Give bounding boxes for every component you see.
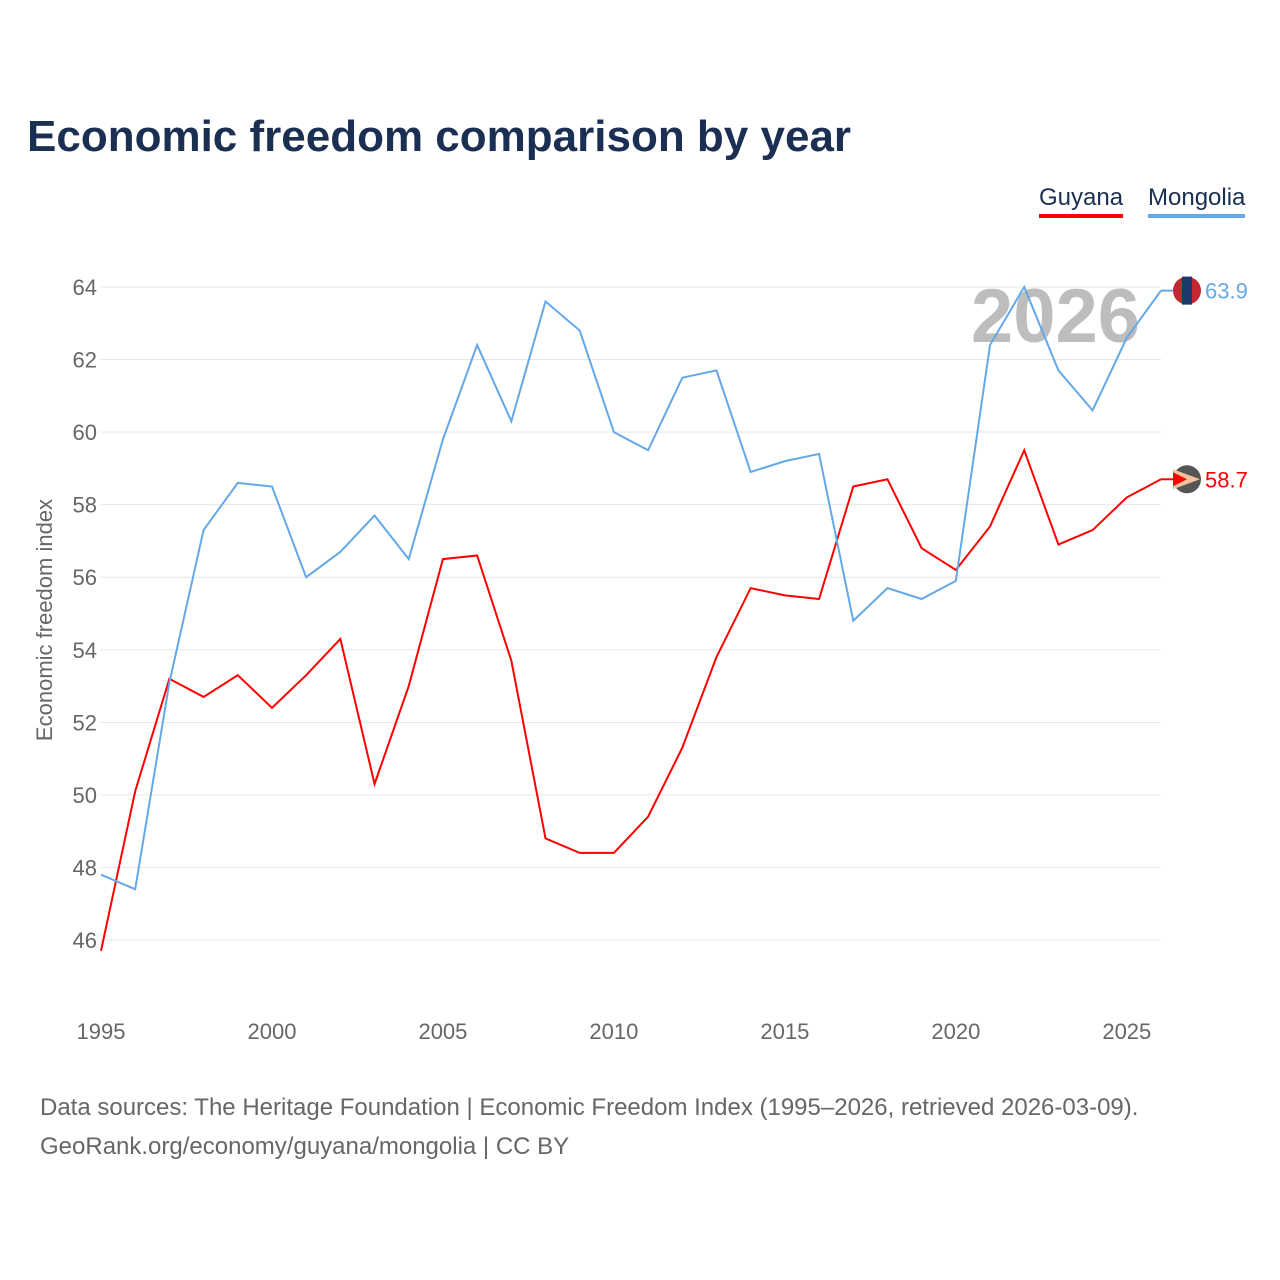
- y-tick-label: 50: [73, 783, 97, 808]
- x-tick-label: 2015: [760, 1019, 809, 1044]
- source-line-2[interactable]: GeoRank.org/economy/guyana/mongolia | CC…: [40, 1133, 570, 1160]
- flag-detail: [1173, 472, 1187, 487]
- source-line-1: Data sources: The Heritage Foundation | …: [40, 1094, 1139, 1121]
- year-watermark: 2026: [971, 274, 1140, 359]
- y-tick-label: 58: [73, 493, 97, 518]
- x-tick-label: 2000: [247, 1019, 296, 1044]
- y-tick-label: 52: [73, 710, 97, 735]
- y-tick-label: 54: [73, 638, 97, 663]
- x-tick-label: 2005: [418, 1019, 467, 1044]
- y-tick-label: 62: [73, 348, 97, 373]
- series-line-mongolia: [100, 284, 1162, 891]
- y-axis-label: Economic freedom index: [32, 499, 57, 741]
- y-tick-label: 64: [73, 275, 97, 300]
- end-value-label: 58.7: [1205, 467, 1248, 492]
- chart-title: Economic freedom comparison by year: [27, 112, 852, 161]
- x-tick-label: 2020: [931, 1019, 980, 1044]
- legend-mongolia[interactable]: Mongolia: [1148, 184, 1246, 218]
- y-tick-label: 56: [73, 565, 97, 590]
- legend-guyana[interactable]: Guyana: [1039, 184, 1124, 218]
- flag-detail: [1182, 276, 1192, 305]
- y-tick-label: 46: [73, 928, 97, 953]
- x-tick-label: 1995: [77, 1019, 126, 1044]
- y-tick-label: 48: [73, 855, 97, 880]
- series-line-guyana: [100, 447, 1162, 952]
- x-tick-label: 2010: [589, 1019, 638, 1044]
- source-note: Data sources: The Heritage Foundation | …: [40, 1088, 1138, 1166]
- y-tick-label: 60: [73, 420, 97, 445]
- x-tick-label: 2025: [1102, 1019, 1151, 1044]
- end-value-label: 63.9: [1205, 279, 1248, 304]
